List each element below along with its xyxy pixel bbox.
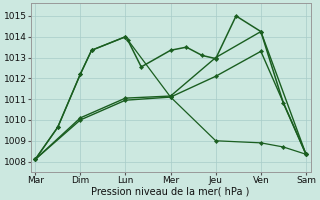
- X-axis label: Pression niveau de la mer( hPa ): Pression niveau de la mer( hPa ): [92, 187, 250, 197]
